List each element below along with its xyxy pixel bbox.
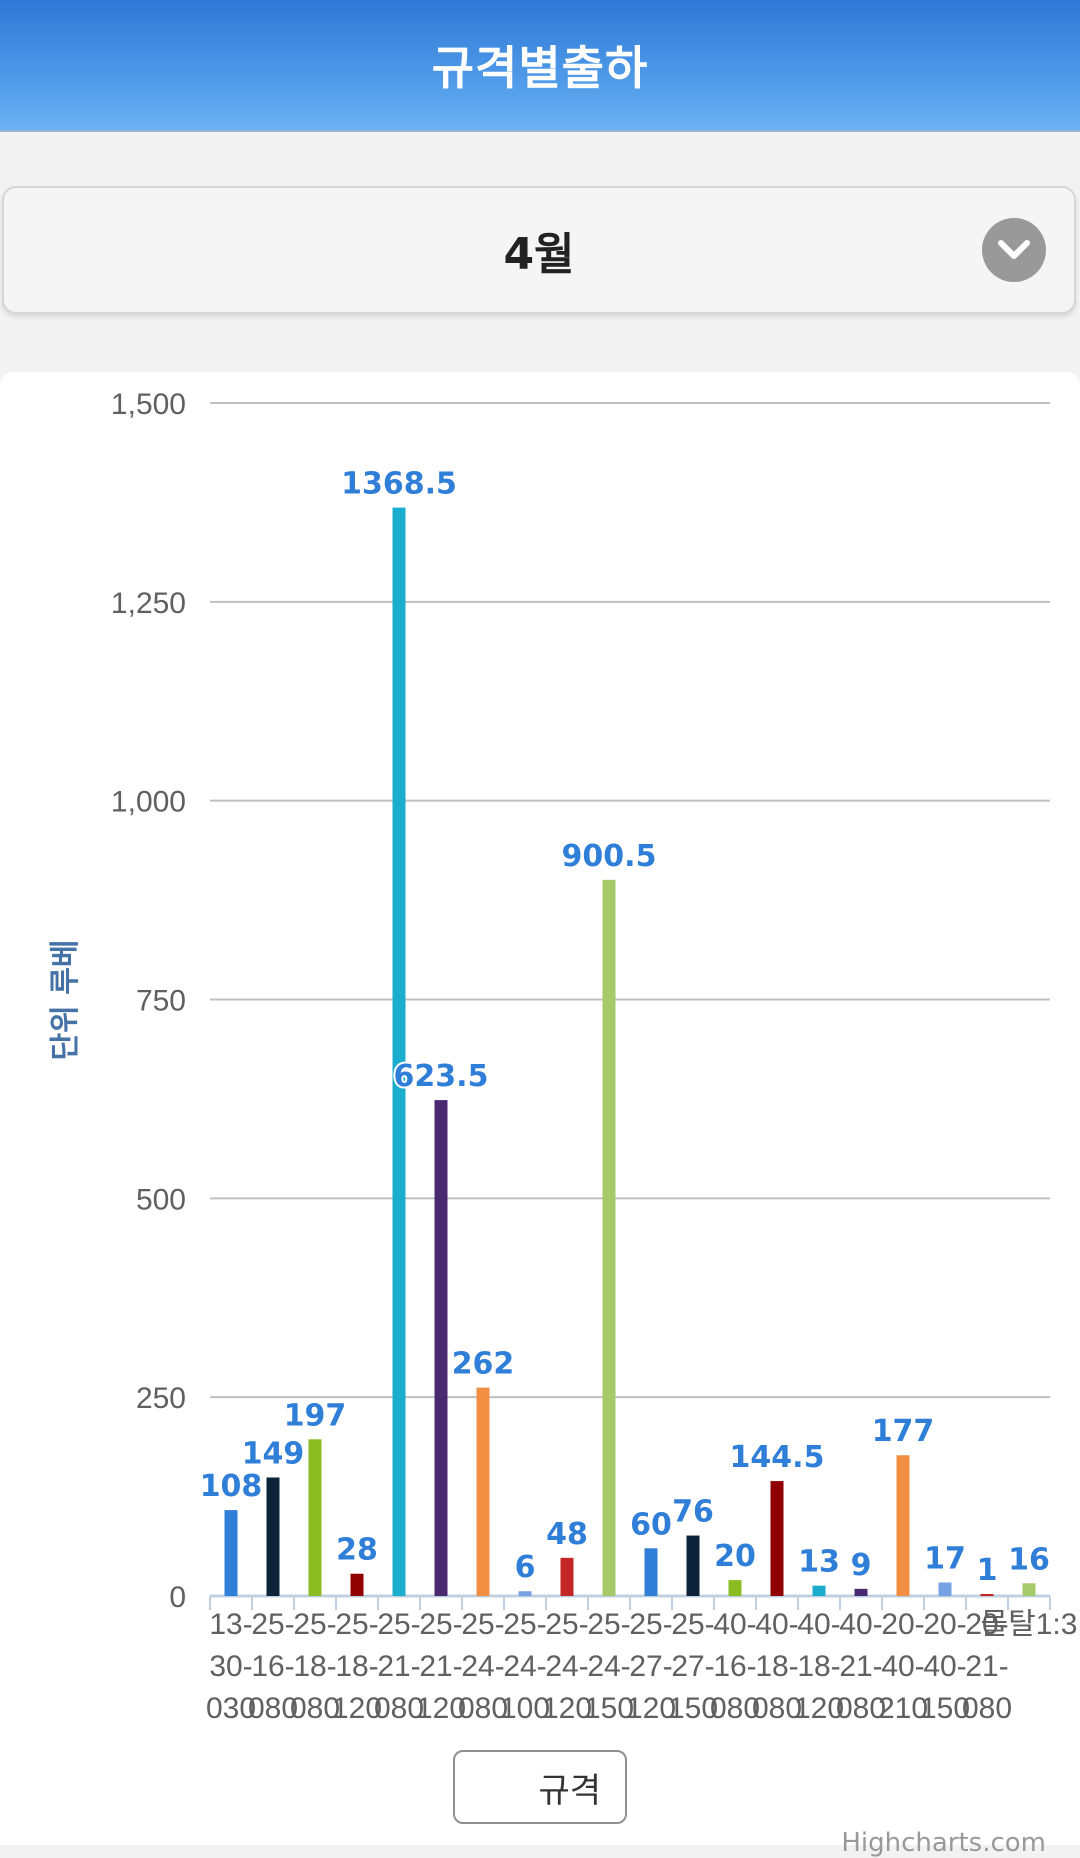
y-tick-label: 1,000 xyxy=(111,786,186,819)
data-label: 900.5 xyxy=(562,839,657,874)
data-label: 177 xyxy=(872,1414,935,1449)
y-tick-label: 0 xyxy=(169,1581,186,1614)
month-select[interactable]: 4월 xyxy=(2,186,1076,314)
y-tick-label: 1,250 xyxy=(111,587,186,620)
data-label: 48 xyxy=(546,1517,588,1552)
data-label: 28 xyxy=(336,1533,378,1568)
legend-label: 규격 xyxy=(538,1770,601,1811)
bar[interactable] xyxy=(896,1455,910,1596)
x-tick-label: 40-16-080 xyxy=(710,1608,760,1725)
data-label: 60 xyxy=(630,1507,672,1542)
data-label: 9 xyxy=(851,1548,872,1583)
x-tick-label: 40-18-080 xyxy=(752,1608,802,1725)
chart-container xyxy=(0,372,1080,1845)
data-label: 197 xyxy=(284,1398,347,1433)
x-tick-label: 20-21-080 xyxy=(962,1608,1012,1725)
data-label: 76 xyxy=(672,1495,714,1530)
data-label: 20 xyxy=(714,1539,756,1574)
chart-credits[interactable]: Highcharts.com xyxy=(841,1828,1046,1858)
y-tick-label: 500 xyxy=(136,1183,186,1216)
data-label: 16 xyxy=(1008,1542,1050,1577)
x-tick-label: 20-40-150 xyxy=(920,1608,970,1725)
x-tick-label: 25-24-150 xyxy=(584,1608,634,1725)
x-tick-label: 25-18-120 xyxy=(332,1608,382,1725)
bar[interactable] xyxy=(686,1535,700,1596)
data-label: 1 xyxy=(977,1553,998,1588)
x-tick-label: 25-16-080 xyxy=(248,1608,298,1725)
bar[interactable] xyxy=(560,1557,574,1596)
x-tick-label: 25-21-120 xyxy=(416,1608,466,1725)
page-title: 규격별출하 xyxy=(431,41,649,95)
x-tick-label: 몰탈1:3 xyxy=(981,1608,1078,1641)
x-tick-label: 20-40-210 xyxy=(878,1608,928,1725)
bar[interactable] xyxy=(392,507,406,1597)
y-axis-title: 단위 루베 xyxy=(48,939,83,1061)
bar[interactable] xyxy=(1022,1583,1036,1596)
chevron-down-icon[interactable] xyxy=(982,218,1046,282)
bar[interactable] xyxy=(518,1591,532,1596)
x-tick-label: 25-27-150 xyxy=(668,1608,718,1725)
bar[interactable] xyxy=(854,1588,868,1596)
bar[interactable] xyxy=(602,879,616,1596)
y-tick-label: 250 xyxy=(136,1382,186,1415)
y-tick-label: 1,500 xyxy=(111,388,186,421)
x-tick-label: 40-21-080 xyxy=(836,1608,886,1725)
x-tick-label: 25-27-120 xyxy=(626,1608,676,1725)
data-label: 623.5 xyxy=(394,1059,489,1094)
data-label: 17 xyxy=(924,1541,966,1576)
data-label: 149 xyxy=(242,1436,305,1471)
x-tick-label: 25-18-080 xyxy=(290,1608,340,1725)
bar[interactable] xyxy=(308,1439,322,1596)
app-header: 규격별출하 xyxy=(0,0,1080,132)
x-tick-label: 25-24-100 xyxy=(500,1608,550,1725)
legend-item[interactable]: 규격 xyxy=(453,1750,627,1824)
x-tick-label: 40-18-120 xyxy=(794,1608,844,1725)
bar[interactable] xyxy=(728,1580,742,1596)
x-tick-label: 13-30-030 xyxy=(206,1608,256,1725)
data-label: 1368.5 xyxy=(341,467,457,502)
bar[interactable] xyxy=(644,1548,658,1596)
bar[interactable] xyxy=(770,1481,784,1596)
bar[interactable] xyxy=(266,1477,280,1596)
bar[interactable] xyxy=(980,1594,994,1596)
data-label: 6 xyxy=(515,1550,536,1585)
month-select-value: 4월 xyxy=(503,229,575,280)
data-label: 262 xyxy=(452,1347,515,1382)
data-label: 144.5 xyxy=(730,1440,825,1475)
bar[interactable] xyxy=(476,1387,490,1596)
data-label: 108 xyxy=(200,1469,263,1504)
y-tick-label: 750 xyxy=(136,985,186,1018)
x-tick-label: 25-24-080 xyxy=(458,1608,508,1725)
bar[interactable] xyxy=(812,1585,826,1596)
bar[interactable] xyxy=(434,1100,448,1596)
bar[interactable] xyxy=(224,1510,238,1596)
x-tick-label: 25-21-080 xyxy=(374,1608,424,1725)
bar[interactable] xyxy=(350,1573,364,1596)
x-tick-label: 25-24-120 xyxy=(542,1608,592,1725)
bar[interactable] xyxy=(938,1582,952,1596)
data-label: 13 xyxy=(798,1545,840,1580)
